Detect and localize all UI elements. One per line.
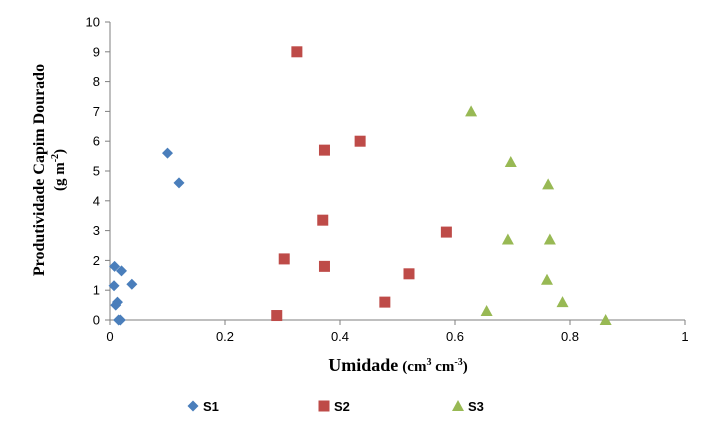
series-s2 <box>271 46 452 322</box>
legend-label-s2: S2 <box>334 399 350 414</box>
data-point-s1 <box>173 177 185 189</box>
data-point-s2 <box>317 214 329 226</box>
y-tick-label: 3 <box>93 223 100 238</box>
data-point-s1 <box>110 299 122 311</box>
data-point-s1 <box>126 278 138 290</box>
svg-text:Produtividade Capim Dourado: Produtividade Capim Dourado <box>31 64 48 276</box>
y-tick-label: 8 <box>93 74 100 89</box>
data-point-s3 <box>599 314 612 325</box>
x-tick-label: 1 <box>681 329 688 344</box>
data-point-s3 <box>541 273 553 285</box>
legend-label-s1: S1 <box>203 399 219 414</box>
y-tick-label: 7 <box>93 104 100 119</box>
data-point-s3 <box>543 233 556 245</box>
x-axis-title-sup2: -3 <box>454 357 462 368</box>
y-tick-label: 2 <box>93 253 100 268</box>
y-axis-title: Produtividade Capim Dourado (g m-2) <box>31 64 68 276</box>
x-tick-label: 0.8 <box>561 329 579 344</box>
data-point-s3 <box>480 305 493 317</box>
x-axis-title-main: Umidade <box>328 355 398 375</box>
x-axis-title-end: ) <box>463 359 468 375</box>
data-point-s1 <box>108 280 120 292</box>
data-point-s2 <box>271 310 283 322</box>
y-axis-title-unit: (g m <box>52 162 68 191</box>
y-tick-label: 0 <box>93 313 100 328</box>
data-point-s2 <box>318 144 330 156</box>
x-tick-label: 0.4 <box>331 329 349 344</box>
y-tick-label: 1 <box>93 283 100 298</box>
data-point-s2 <box>379 296 391 308</box>
data-point-s1 <box>162 147 173 159</box>
x-tick-label: 0.2 <box>216 329 234 344</box>
data-point-s2 <box>291 46 303 58</box>
series-s3 <box>465 105 612 325</box>
data-point-s2 <box>318 260 330 272</box>
x-tick-label: 0 <box>106 329 113 344</box>
x-axis-title-mid: cm <box>431 359 454 375</box>
data-point-s2 <box>403 268 415 280</box>
x-axis-ticks: 0 0.2 0.4 0.6 0.8 1 <box>106 320 689 344</box>
x-axis-title-sup1: 3 <box>426 357 431 368</box>
y-tick-label: 10 <box>86 15 100 30</box>
data-point-s3 <box>465 105 478 117</box>
y-axis-title-unit-end: ) <box>52 149 68 154</box>
data-point-s1 <box>116 265 127 277</box>
data-point-s3 <box>501 233 514 245</box>
data-point-s2 <box>278 253 290 265</box>
y-tick-label: 5 <box>93 164 100 179</box>
axes <box>109 22 685 321</box>
y-axis-title-unit-sup: -2 <box>50 154 61 162</box>
x-axis-title: Umidade (cm3 cm-3) <box>328 355 467 375</box>
y-tick-label: 6 <box>93 134 100 149</box>
y-axis-title-line1: Produtividade Capim Dourado <box>31 64 48 276</box>
legend-marker-s2 <box>318 400 330 412</box>
data-point-s3 <box>504 156 517 168</box>
data-point-s3 <box>542 178 555 190</box>
legend-marker-s1 <box>187 400 199 412</box>
x-tick-label: 0.6 <box>446 329 464 344</box>
data-point-s3 <box>556 296 569 308</box>
y-tick-label: 4 <box>93 193 100 208</box>
series-s1 <box>108 147 185 326</box>
legend-marker-s3 <box>452 400 464 411</box>
x-axis-title-unit: (cm <box>402 359 427 375</box>
svg-text:(g m-2): (g m-2) <box>50 149 68 191</box>
legend-item-s2: S2 <box>318 399 350 414</box>
data-point-s1 <box>114 314 126 326</box>
legend-label-s3: S3 <box>468 399 484 414</box>
data-point-s1 <box>109 260 121 272</box>
legend: S1 S2 S3 <box>187 399 484 414</box>
data-point-s2 <box>440 226 452 238</box>
data-point-s2 <box>354 135 366 147</box>
y-axis-ticks: 0 1 2 3 4 5 6 7 8 9 10 <box>86 15 110 328</box>
y-tick-label: 9 <box>93 44 100 59</box>
legend-item-s3: S3 <box>452 399 484 414</box>
data-points <box>108 46 612 326</box>
legend-item-s1: S1 <box>187 399 219 414</box>
